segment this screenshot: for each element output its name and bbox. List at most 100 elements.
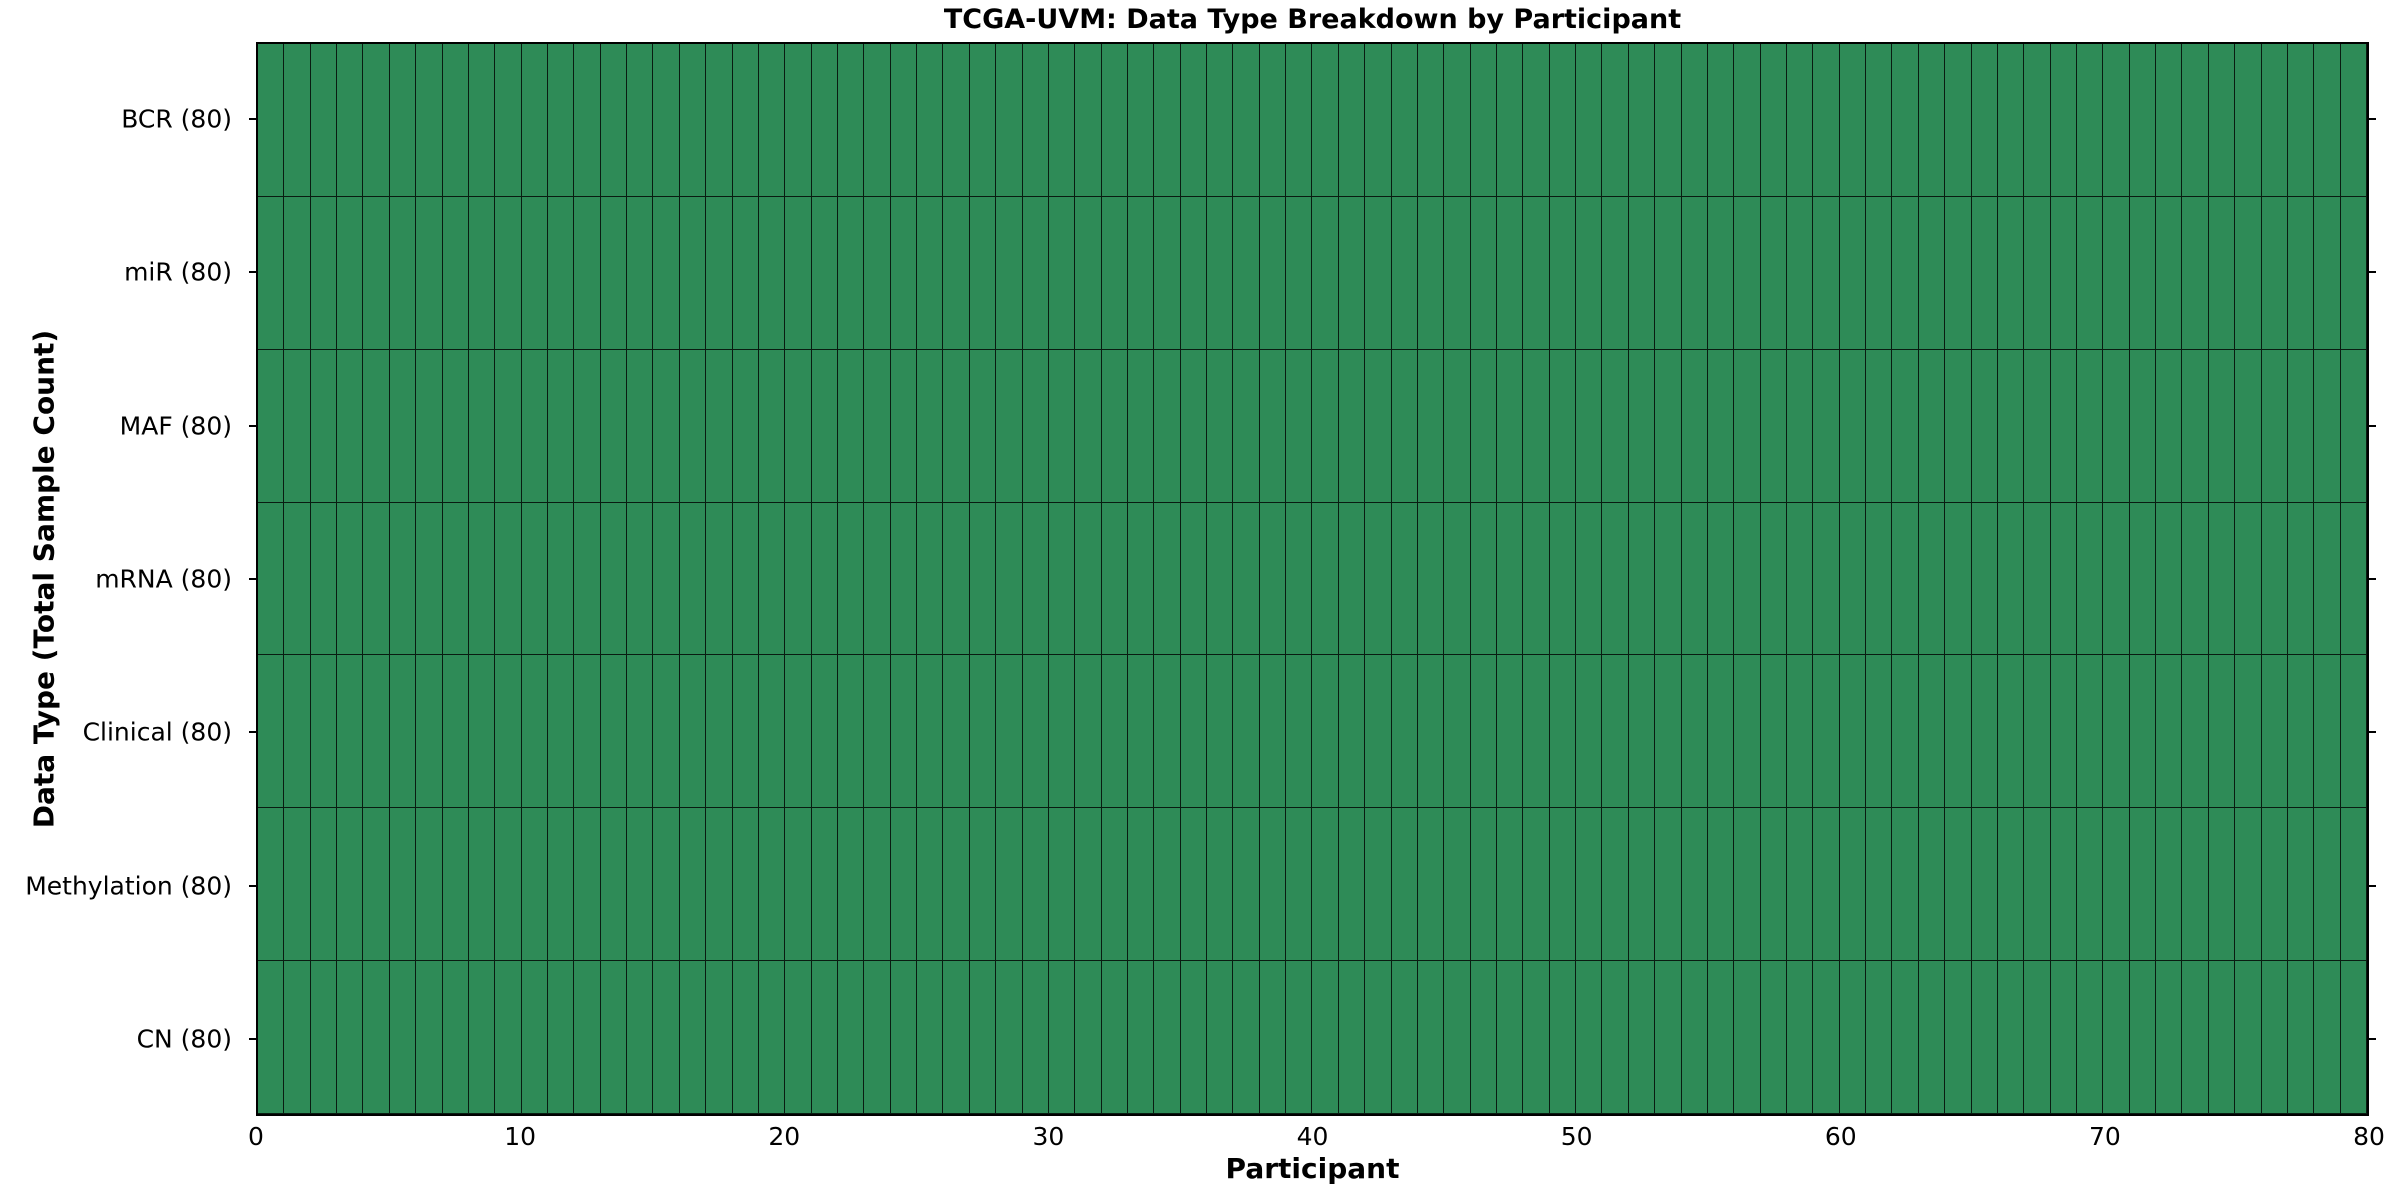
- grid-cell: [1127, 44, 1155, 197]
- grid-cell: [785, 196, 812, 350]
- grid-cell: [363, 349, 390, 503]
- xtick-label: 40: [1296, 1122, 1329, 1151]
- grid-cell: [1444, 961, 1471, 1114]
- grid-cell: [2103, 44, 2130, 197]
- grid-cell: [389, 961, 417, 1114]
- grid-cell: [389, 808, 417, 962]
- grid-cell: [1813, 655, 1840, 809]
- grid-cell: [1655, 655, 1682, 809]
- grid-cell: [890, 349, 918, 503]
- grid-cell: [521, 196, 548, 350]
- grid-cell: [2261, 961, 2288, 1114]
- grid-cell: [758, 502, 786, 656]
- grid-cell: [1391, 502, 1418, 656]
- grid-cell: [1470, 655, 1498, 809]
- grid-cell: [2103, 808, 2130, 962]
- grid-cell: [600, 961, 628, 1114]
- grid-cell: [1523, 961, 1550, 1114]
- grid-cell: [1127, 655, 1155, 809]
- grid-cell: [1576, 655, 1603, 809]
- grid-cell: [1655, 196, 1682, 350]
- grid-cell: [1945, 502, 1972, 656]
- grid-cell: [389, 655, 417, 809]
- grid-cell: [495, 502, 522, 656]
- grid-cell: [363, 961, 390, 1114]
- grid-cell: [1602, 502, 1629, 656]
- grid-cell: [547, 44, 575, 197]
- grid-cell: [864, 961, 891, 1114]
- grid-cell: [2235, 655, 2262, 809]
- grid-cell: [2024, 808, 2051, 962]
- grid-cell: [2340, 349, 2367, 503]
- grid-cell: [284, 44, 311, 197]
- grid-cell: [811, 655, 838, 809]
- grid-cell: [468, 349, 496, 503]
- ytick-mark: [249, 117, 256, 120]
- grid-cell: [1628, 655, 1656, 809]
- grid-cell: [258, 44, 285, 197]
- grid-cell: [2129, 502, 2157, 656]
- grid-cell: [1892, 349, 1919, 503]
- grid-cell: [1945, 349, 1972, 503]
- grid-cell: [1602, 808, 1629, 962]
- grid-cell: [1734, 808, 1761, 962]
- grid-cell: [1892, 808, 1919, 962]
- grid-cell: [2182, 349, 2209, 503]
- grid-cell: [2314, 44, 2341, 197]
- grid-cell: [732, 655, 759, 809]
- grid-cell: [1259, 961, 1287, 1114]
- grid-cell: [627, 961, 654, 1114]
- grid-cell: [1101, 655, 1128, 809]
- grid-cell: [1312, 196, 1339, 350]
- grid-cell: [1075, 502, 1102, 656]
- grid-cell: [468, 655, 496, 809]
- grid-cell: [679, 349, 707, 503]
- grid-cell: [1681, 808, 1708, 962]
- grid-cell: [2314, 349, 2341, 503]
- grid-cell: [1628, 808, 1656, 962]
- grid-cell: [1971, 808, 1998, 962]
- grid-cell: [1523, 44, 1550, 197]
- grid-cell: [337, 196, 364, 350]
- grid-cell: [1549, 808, 1577, 962]
- grid-cell: [1365, 961, 1392, 1114]
- grid-cell: [2156, 196, 2183, 350]
- grid-cell: [1022, 44, 1049, 197]
- grid-cell: [1312, 349, 1339, 503]
- grid-cell: [310, 808, 338, 962]
- ytick-label: miR (80): [124, 257, 232, 287]
- grid-cell: [600, 655, 628, 809]
- grid-cell: [1022, 961, 1049, 1114]
- grid-cell: [337, 655, 364, 809]
- grid-cell: [1444, 349, 1471, 503]
- grid-cell: [2340, 808, 2367, 962]
- grid-cell: [1734, 349, 1761, 503]
- grid-cell: [1470, 196, 1498, 350]
- grid-cell: [1813, 44, 1840, 197]
- grid-cell: [2050, 961, 2077, 1114]
- grid-cell: [1918, 808, 1946, 962]
- grid-cell: [1444, 502, 1471, 656]
- grid-cell: [521, 808, 548, 962]
- ytick-mark: [2369, 578, 2376, 580]
- grid-cell: [1075, 196, 1102, 350]
- grid-cell: [758, 961, 786, 1114]
- grid-cell: [732, 961, 759, 1114]
- grid-cell: [521, 349, 548, 503]
- grid-cell: [1945, 655, 1972, 809]
- grid-cell: [1180, 349, 1208, 503]
- grid-cell: [1734, 196, 1761, 350]
- grid-cell: [1233, 808, 1260, 962]
- grid-cell: [837, 961, 865, 1114]
- grid-cell: [2314, 502, 2341, 656]
- grid-cell: [785, 44, 812, 197]
- grid-cell: [2340, 961, 2367, 1114]
- grid-cell: [890, 44, 918, 197]
- grid-cell: [363, 44, 390, 197]
- grid-cell: [284, 349, 311, 503]
- grid-cell: [1866, 196, 1893, 350]
- grid-cell: [1866, 961, 1893, 1114]
- ytick-mark: [2369, 884, 2376, 887]
- grid-cell: [1417, 961, 1445, 1114]
